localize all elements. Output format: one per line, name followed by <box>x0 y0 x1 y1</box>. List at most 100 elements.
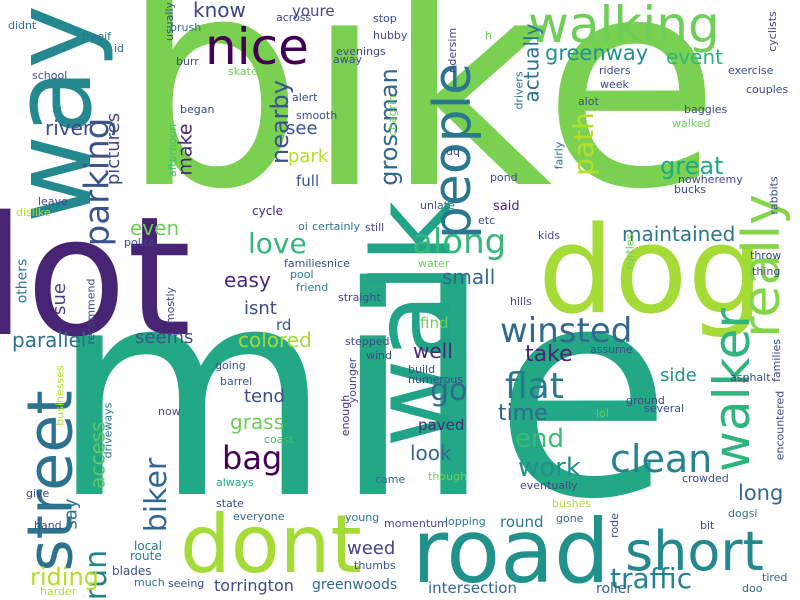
word: isnt <box>244 298 277 319</box>
word: leave <box>38 195 68 208</box>
word: lol <box>596 407 609 420</box>
word: along <box>412 222 507 262</box>
word: walking <box>528 0 720 54</box>
word: greenwoods <box>312 577 398 593</box>
word: youre <box>292 2 335 20</box>
word: give <box>26 487 50 500</box>
word: thumbs <box>354 559 396 572</box>
word: cyclists <box>765 11 779 52</box>
word: hand <box>34 519 62 532</box>
word: asphalt <box>730 371 771 384</box>
word: young <box>345 511 380 524</box>
word: much <box>134 576 165 589</box>
word: ground <box>626 394 665 407</box>
word: short <box>625 520 764 583</box>
word: biker <box>139 457 175 533</box>
word: still <box>365 221 385 234</box>
word: rode <box>607 513 621 538</box>
word: winsted <box>500 311 633 351</box>
word: everyone <box>233 510 285 523</box>
word: un <box>420 199 434 212</box>
word: lot <box>0 181 192 373</box>
word: straight <box>338 291 381 304</box>
word: flat <box>505 366 564 407</box>
word: assume <box>590 343 633 356</box>
word: grass <box>230 410 285 434</box>
word: smooth <box>296 109 338 122</box>
word: maintained <box>622 222 736 246</box>
word: well <box>413 339 453 363</box>
word: came <box>375 473 406 486</box>
word: bike <box>120 0 721 253</box>
word: riding <box>30 563 99 591</box>
word: pictures <box>103 112 125 186</box>
word: work <box>518 453 581 483</box>
word: nowheremy <box>678 173 743 186</box>
word: seeing <box>168 577 205 590</box>
word: hills <box>510 295 532 308</box>
word: make <box>174 123 197 176</box>
word: going <box>215 359 246 372</box>
word: even <box>130 216 180 240</box>
word: friend <box>296 281 329 294</box>
word: time <box>498 401 548 426</box>
word: full <box>296 172 320 190</box>
word: though <box>428 470 467 483</box>
word: momentum <box>384 517 448 530</box>
word: treeif <box>82 30 112 43</box>
word: burr <box>176 55 199 68</box>
word: drivers <box>512 71 526 110</box>
word: look <box>410 441 452 465</box>
word: walked <box>672 117 711 130</box>
word: away <box>333 53 362 66</box>
word: local <box>134 539 162 553</box>
word: end <box>515 424 564 454</box>
word: eventually <box>520 479 578 492</box>
word: riders <box>599 64 631 77</box>
word: say <box>60 498 82 530</box>
word: oi <box>298 220 308 233</box>
word: state <box>216 497 244 510</box>
word: roller <box>596 581 633 597</box>
word: crowded <box>682 472 729 485</box>
word: certainly <box>312 220 360 233</box>
word: dogsi <box>728 507 758 520</box>
word: chagrin <box>386 94 400 137</box>
word: skate <box>228 65 258 78</box>
word: cycle <box>252 204 284 218</box>
word: thing <box>752 265 781 278</box>
word: polite <box>124 236 155 249</box>
word: throw <box>750 249 782 262</box>
word: several <box>644 402 685 415</box>
word: id <box>114 42 125 55</box>
word: long <box>738 481 784 505</box>
word: now <box>158 405 181 418</box>
word: coast <box>264 433 294 446</box>
word: bushes <box>552 497 592 510</box>
word: route <box>130 549 162 563</box>
word: encountered <box>773 390 787 461</box>
word: younger <box>346 357 360 404</box>
word: exercise <box>728 64 774 77</box>
word: colored <box>238 328 312 352</box>
word: clean <box>610 437 713 481</box>
word: love <box>248 227 307 260</box>
word: traffic <box>610 562 693 595</box>
word: afternoon <box>166 123 180 178</box>
word: lopping <box>445 515 486 528</box>
word: couples <box>746 83 789 96</box>
word: small <box>442 265 496 289</box>
word: mile <box>50 226 673 563</box>
word: pond <box>490 171 518 184</box>
word: families <box>770 339 783 382</box>
word: take <box>525 342 573 367</box>
word: bit <box>700 519 715 532</box>
word: path <box>566 112 600 176</box>
word: road <box>412 500 610 600</box>
word: harder <box>40 585 77 598</box>
word: tired <box>762 571 788 584</box>
word: greenway <box>545 41 649 65</box>
word: brush <box>170 21 202 34</box>
word: dq <box>446 145 460 158</box>
